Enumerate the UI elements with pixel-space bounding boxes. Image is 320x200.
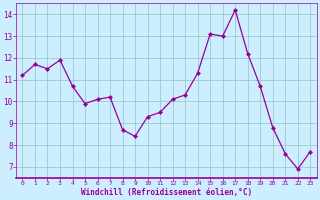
- X-axis label: Windchill (Refroidissement éolien,°C): Windchill (Refroidissement éolien,°C): [81, 188, 252, 197]
